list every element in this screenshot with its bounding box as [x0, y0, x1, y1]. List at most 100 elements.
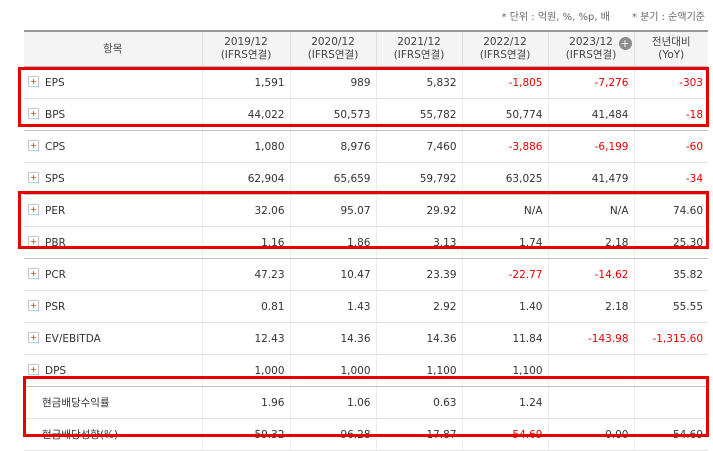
- value-cell: 2.92: [375, 290, 462, 323]
- value-cell: 1.24: [461, 386, 548, 419]
- value-cell: 50,774: [461, 98, 548, 131]
- row-label-cell[interactable]: SPS: [24, 162, 202, 195]
- header-basis: (YoY): [658, 49, 685, 61]
- value-cell: -1,805: [461, 66, 548, 99]
- value-cell: 0.63: [375, 386, 462, 419]
- row-label-cell[interactable]: PCR: [24, 258, 202, 291]
- expand-plus-icon[interactable]: [28, 300, 39, 311]
- row-label-cell[interactable]: BPS: [24, 98, 202, 131]
- row-label-cell[interactable]: PSR: [24, 290, 202, 323]
- circle-plus-icon[interactable]: +: [618, 37, 632, 50]
- expand-plus-icon[interactable]: [28, 332, 39, 343]
- value-cell: 44,022: [201, 98, 290, 131]
- value-cell: 1.16: [201, 226, 290, 259]
- row-label-cell[interactable]: PBR: [24, 226, 202, 259]
- row-label-cell[interactable]: EV/EBITDA: [24, 322, 202, 355]
- value-cell: -54.69: [461, 418, 548, 451]
- value-cell: 1,080: [201, 130, 290, 163]
- header-col-2023: 2023/12 (IFRS연결) +: [547, 30, 634, 67]
- header-col-2019: 2019/12 (IFRS연결): [201, 30, 290, 67]
- value-cell: 1.96: [201, 386, 290, 419]
- value-cell: 74.60: [633, 194, 708, 227]
- value-cell: 1,591: [201, 66, 290, 99]
- value-cell: 17.87: [375, 418, 462, 451]
- value-cell: 55,782: [375, 98, 462, 131]
- value-cell: -1,315.60: [633, 322, 708, 355]
- table-row: 현금배당수익률 1.96 1.06 0.63 1.24: [24, 386, 708, 419]
- value-cell: 55.55: [633, 290, 708, 323]
- value-cell: 1.74: [461, 226, 548, 259]
- expand-plus-icon[interactable]: [28, 172, 39, 183]
- value-cell: 1.86: [289, 226, 376, 259]
- value-cell: N/A: [547, 194, 634, 227]
- row-label-cell[interactable]: PER: [24, 194, 202, 227]
- value-cell: 1,000: [201, 354, 290, 387]
- value-cell: -60: [633, 130, 708, 163]
- row-label: PCR: [45, 269, 66, 281]
- value-cell: 2.18: [547, 290, 634, 323]
- header-year: 전년대비: [651, 36, 691, 48]
- row-label: SPS: [45, 173, 65, 185]
- header-year: 2022/12: [483, 36, 527, 48]
- value-cell: -3,886: [461, 130, 548, 163]
- header-col-yoy: 전년대비 (YoY): [633, 30, 708, 67]
- table-row: 현금배당성향(%) 59.32 96.28 17.87 -54.69 0.00 54.69: [24, 418, 708, 451]
- value-cell: 12.43: [201, 322, 290, 355]
- table-row: PER 32.06 95.07 29.92 N/A N/A 74.60: [24, 194, 708, 227]
- header-year: 2023/12: [569, 36, 613, 48]
- value-cell: 32.06: [201, 194, 290, 227]
- value-cell: 8,976: [289, 130, 376, 163]
- header-basis: (IFRS연결): [565, 49, 617, 61]
- row-label-cell[interactable]: EPS: [24, 66, 202, 99]
- value-cell: 11.84: [461, 322, 548, 355]
- value-cell: 23.39: [375, 258, 462, 291]
- header-col-2022: 2022/12 (IFRS연결): [461, 30, 548, 67]
- row-label-cell[interactable]: DPS: [24, 354, 202, 387]
- value-cell: -303: [633, 66, 708, 99]
- value-cell: 35.82: [633, 258, 708, 291]
- table-header-row: 항목 2019/12 (IFRS연결) 2020/12 (IFRS연결) 202…: [24, 30, 708, 67]
- value-cell: 5,832: [375, 66, 462, 99]
- row-label: PSR: [45, 301, 66, 313]
- row-label: PER: [45, 205, 66, 217]
- value-cell: 0.00: [547, 418, 634, 451]
- expand-plus-icon[interactable]: [28, 76, 39, 87]
- value-cell: 1.43: [289, 290, 376, 323]
- table-row: DPS 1,000 1,000 1,100 1,100: [24, 354, 708, 387]
- row-label-cell: 현금배당성향(%): [24, 418, 202, 451]
- unit-note: * 단위 : 억원, %, %p, 배 * 분기 : 순액기준: [502, 8, 705, 23]
- expand-plus-icon[interactable]: [28, 204, 39, 215]
- expand-plus-icon[interactable]: [28, 140, 39, 151]
- table-row: SPS 62,904 65,659 59,792 63,025 41,479 -34: [24, 162, 708, 195]
- expand-plus-icon[interactable]: [28, 108, 39, 119]
- value-cell: 0.81: [201, 290, 290, 323]
- expand-plus-icon[interactable]: [28, 268, 39, 279]
- value-cell: 41,479: [547, 162, 634, 195]
- header-basis: (IFRS연결): [220, 49, 272, 61]
- row-label: CPS: [45, 141, 66, 153]
- header-year: 2021/12: [397, 36, 441, 48]
- value-cell: -18: [633, 98, 708, 131]
- value-cell: 1.40: [461, 290, 548, 323]
- value-cell: 2.18: [547, 226, 634, 259]
- expand-plus-icon[interactable]: [28, 364, 39, 375]
- value-cell: -6,199: [547, 130, 634, 163]
- value-cell: N/A: [461, 194, 548, 227]
- financial-ratio-table: 항목 2019/12 (IFRS연결) 2020/12 (IFRS연결) 202…: [24, 30, 708, 451]
- value-cell: 59.32: [201, 418, 290, 451]
- row-label: DPS: [45, 365, 67, 377]
- value-cell: -34: [633, 162, 708, 195]
- header-col-2020: 2020/12 (IFRS연결): [289, 30, 376, 67]
- value-cell: 1,100: [375, 354, 462, 387]
- unit-note-text: * 단위 : 억원, %, %p, 배: [501, 12, 610, 23]
- table-row: PCR 47.23 10.47 23.39 -22.77 -14.62 35.82: [24, 258, 708, 291]
- value-cell: [547, 354, 634, 387]
- row-label-cell[interactable]: CPS: [24, 130, 202, 163]
- value-cell: 96.28: [289, 418, 376, 451]
- value-cell: 989: [289, 66, 376, 99]
- expand-plus-icon[interactable]: [28, 236, 39, 247]
- table-row: EV/EBITDA 12.43 14.36 14.36 11.84 -143.98 -1,3…: [24, 322, 708, 355]
- value-cell: 29.92: [375, 194, 462, 227]
- value-cell: 1,100: [461, 354, 548, 387]
- value-cell: 50,573: [289, 98, 376, 131]
